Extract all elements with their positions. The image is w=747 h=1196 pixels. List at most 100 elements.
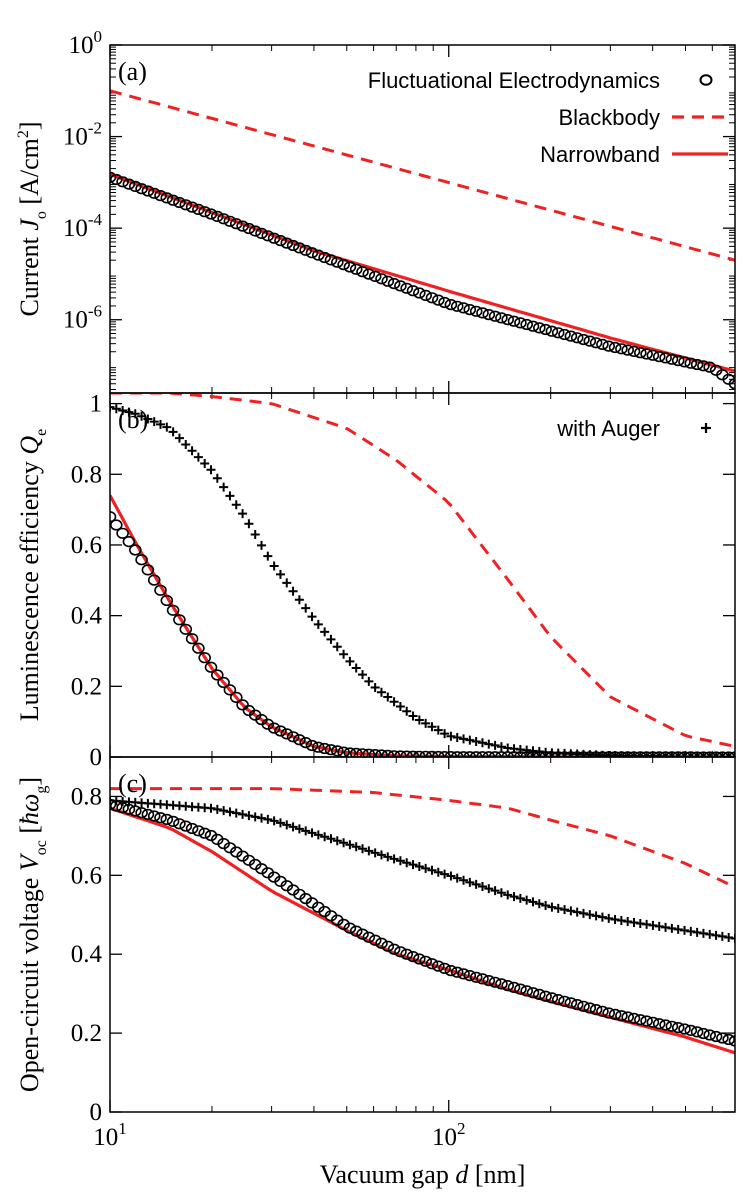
- point-fe: [293, 734, 306, 746]
- plot-frame-c: [109, 756, 736, 1113]
- x-axis-label: Vacuum gap d [nm]: [320, 1160, 526, 1189]
- point-auger: [414, 861, 424, 871]
- point-fe: [248, 225, 262, 237]
- point-fe: [495, 312, 508, 324]
- point-fe: [633, 1014, 647, 1026]
- point-fe: [362, 268, 376, 280]
- point-fe: [463, 304, 477, 316]
- point-auger: [320, 832, 330, 842]
- point-fe: [330, 745, 344, 757]
- point-fe: [280, 237, 294, 249]
- point-auger: [187, 446, 197, 456]
- point-auger: [301, 603, 311, 613]
- point-auger: [156, 419, 166, 429]
- point-fe: [406, 950, 420, 963]
- point-auger: [364, 676, 374, 686]
- point-fe: [166, 604, 180, 616]
- point-auger: [263, 814, 273, 824]
- point-fe: [337, 259, 350, 271]
- point-auger: [440, 729, 450, 739]
- point-auger: [383, 692, 393, 702]
- point-auger: [686, 926, 696, 936]
- point-fe: [627, 1012, 641, 1025]
- point-auger: [389, 697, 399, 707]
- point-fe: [539, 990, 552, 1002]
- point-fe: [438, 296, 451, 309]
- point-auger: [219, 806, 229, 816]
- point-fe: [129, 805, 142, 817]
- point-auger: [433, 867, 443, 877]
- point-fe: [293, 242, 306, 254]
- point-fe: [583, 1002, 597, 1014]
- point-fe: [267, 232, 281, 244]
- point-auger: [427, 865, 437, 875]
- point-fe: [135, 183, 148, 195]
- point-fe: [501, 314, 515, 326]
- point-fe: [147, 187, 161, 199]
- point-auger: [282, 578, 292, 588]
- y-tick-label: 0.2: [71, 673, 102, 700]
- point-fe: [375, 749, 388, 757]
- point-fe: [425, 958, 439, 970]
- point-auger: [459, 734, 469, 744]
- point-auger: [364, 846, 374, 856]
- y-tick-label: 10-6: [63, 302, 102, 334]
- point-auger: [238, 809, 248, 819]
- point-fe: [665, 353, 679, 365]
- panel-label: (b): [118, 405, 148, 434]
- series-blackbody-line: [110, 89, 735, 262]
- point-fe: [431, 294, 445, 306]
- point-fe: [343, 747, 357, 757]
- point-fe: [166, 815, 180, 828]
- point-auger: [130, 409, 140, 419]
- point-fe: [116, 527, 129, 539]
- y-label-unit: [: [15, 825, 44, 840]
- point-fe: [192, 825, 205, 837]
- point-fe: [564, 330, 578, 342]
- point-auger: [477, 881, 487, 891]
- y-label-var: J: [15, 218, 44, 231]
- y-label-unit-sub: g: [33, 786, 50, 794]
- point-fe: [514, 983, 527, 995]
- point-auger: [231, 808, 241, 818]
- point-auger: [534, 899, 544, 909]
- tick-exp: -6: [88, 302, 102, 321]
- point-fe: [678, 356, 691, 368]
- point-auger: [307, 612, 317, 622]
- point-fe: [406, 285, 420, 297]
- point-fe: [646, 349, 660, 361]
- point-fe: [154, 584, 167, 596]
- point-auger: [452, 733, 462, 743]
- point-fe: [198, 827, 211, 839]
- point-fe: [608, 341, 622, 354]
- point-fe: [394, 280, 407, 292]
- point-fe: [154, 812, 167, 824]
- series-narrowband-line: [110, 806, 735, 1055]
- y-tick-label: 1: [90, 391, 103, 418]
- point-auger: [566, 906, 576, 916]
- point-fe: [349, 925, 363, 937]
- point-auger: [484, 739, 494, 749]
- point-fe: [457, 302, 470, 314]
- point-auger: [307, 828, 317, 838]
- point-auger: [212, 804, 222, 814]
- point-auger: [503, 890, 513, 900]
- point-fe: [697, 751, 710, 757]
- point-fe: [690, 751, 704, 757]
- y-label-text: Luminescence efficiency: [15, 455, 44, 722]
- panel-b: 0 0.2 0.4 0.6 0.8 1 (b) Luminescence efficiency…: [15, 391, 736, 771]
- point-auger: [282, 820, 292, 830]
- point-auger: [250, 812, 260, 822]
- point-fe: [577, 1000, 590, 1012]
- point-fe: [274, 235, 287, 247]
- point-auger: [692, 927, 702, 937]
- y-axis-label: Current Jo [A/cm2]: [15, 121, 50, 316]
- y-label-sub: e: [33, 429, 50, 436]
- point-fe: [110, 511, 117, 523]
- tick-base: 10: [63, 124, 88, 151]
- point-fe: [356, 928, 369, 940]
- point-fe: [198, 652, 211, 664]
- point-fe: [286, 239, 300, 252]
- point-auger: [541, 900, 551, 910]
